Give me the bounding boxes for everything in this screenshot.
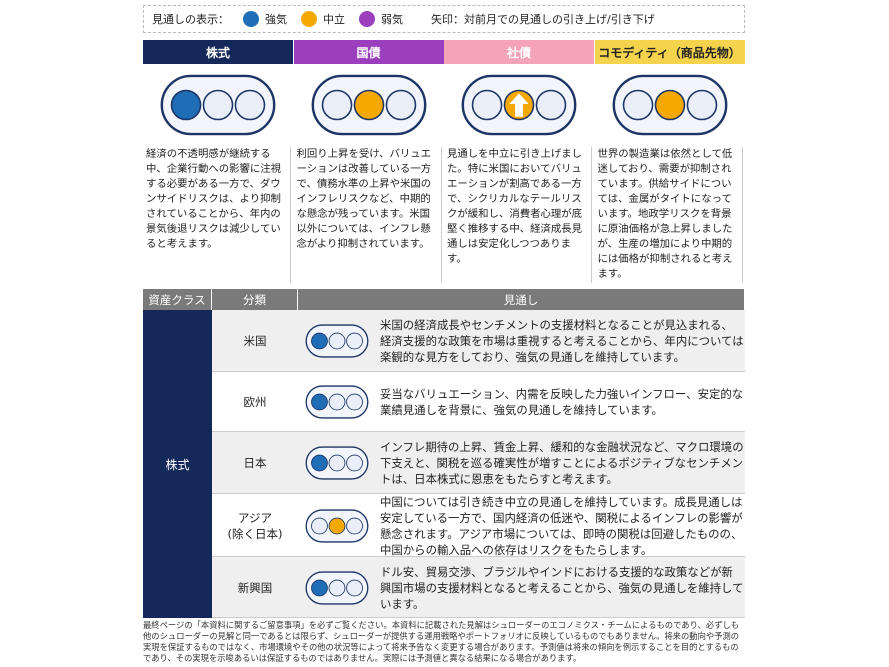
- signal-light: [622, 89, 653, 121]
- signal-light: [471, 89, 503, 121]
- signal-light: [328, 454, 346, 472]
- column-text: 見通しを中立に引き上げました。特に米国においてバリュエーションが割高である一方で…: [444, 147, 592, 283]
- table-header: 見通し: [298, 289, 745, 310]
- table-row: [212, 372, 745, 432]
- signal: [305, 446, 369, 480]
- signal-active: [311, 332, 328, 350]
- legend-dot: [359, 11, 375, 27]
- legend-dot: [243, 11, 259, 27]
- signal: [612, 74, 727, 136]
- legend-dot: [301, 11, 317, 27]
- region: 新興国: [237, 580, 273, 595]
- signal-light: [535, 89, 567, 121]
- signal-cell: [444, 65, 594, 145]
- region: 米国: [243, 334, 267, 348]
- column-text: 利回り上昇を受け、バリュエーションは改善している一方で、債務水準の上昇や米国のイ…: [294, 147, 442, 283]
- region: アジア (除く日本): [227, 510, 283, 541]
- outlook-text: 中国については引き続き中立の見通しを維持しています。成長見通しは安定している一方…: [380, 494, 743, 557]
- outlook-text: インフレ期待の上昇、賃金上昇、緩和的な金融状況など、マクロ環境の下支えと、関税を…: [380, 440, 744, 486]
- table-row: [212, 432, 745, 494]
- legend-text: 強気: [265, 13, 287, 26]
- column-header: 国債: [293, 40, 444, 64]
- signal-active: [654, 89, 685, 121]
- table-row: [212, 494, 745, 557]
- footer-note: 最終ページの「本資料に関するご留意事項」を必ずご覧ください。本資料に記載された見…: [143, 620, 740, 663]
- signal-active: [311, 579, 328, 596]
- column-header: 社債: [444, 40, 594, 64]
- signal-light: [328, 332, 346, 350]
- signal-active: [328, 517, 346, 534]
- legend-text: 中立: [323, 13, 345, 26]
- column-text: 経済の不透明感が継続する中、企業行動への影響に注視する必要がある一方で、ダウンサ…: [143, 147, 291, 283]
- signal-light: [346, 454, 363, 472]
- outlook-text: ドル安、貿易交渉、ブラジルやインドにおける支援的な政策などが新興国市場の支援材料…: [380, 564, 744, 611]
- column-header: コモディティ（商品先物）: [594, 40, 745, 64]
- signal-light: [328, 393, 346, 411]
- signal-active: [170, 89, 202, 121]
- signal-active: [311, 454, 328, 472]
- signal: [311, 74, 426, 136]
- signal: [305, 324, 369, 358]
- legend-text: 弱気: [381, 13, 403, 26]
- signal-cell: [298, 432, 376, 494]
- signal-cell: [143, 65, 293, 145]
- signal-light: [346, 332, 363, 350]
- signal-light: [311, 517, 328, 534]
- signal-light: [321, 89, 352, 121]
- signal: [461, 74, 577, 136]
- signal-light: [686, 89, 717, 121]
- signal-cell: [298, 310, 376, 372]
- signal: [305, 570, 369, 605]
- outlook-text: 米国の経済成長やセンチメントの支援材料となることが見込まれる、経済支援的な政策を…: [380, 318, 744, 364]
- legend-label: 見通しの表示：: [152, 13, 229, 26]
- signal-cell: [595, 65, 745, 145]
- table-row: [212, 557, 745, 618]
- signal-light: [202, 89, 234, 121]
- signal-light: [234, 89, 266, 121]
- signal-light: [328, 579, 346, 596]
- signal-light: [346, 517, 363, 534]
- column-header: 株式: [143, 40, 293, 64]
- region: 欧州: [243, 395, 267, 409]
- signal-light: [385, 89, 416, 121]
- signal-active: [311, 393, 328, 411]
- signal-light: [346, 579, 363, 596]
- outlook-text: 妥当なバリュエーション、内需を反映した力強いインフロー、安定的な業績見通しを背景…: [380, 387, 744, 417]
- signal-cell: [298, 372, 376, 432]
- arrow-note: 矢印：対前月での見通しの引き上げ/引き下げ: [431, 13, 655, 26]
- signal-arrow: [509, 93, 529, 117]
- signal-cell: [298, 494, 376, 557]
- signal: [160, 74, 276, 136]
- column-text: 世界の製造業は依然として低迷しており、需要が抑制されています。供給サイドについて…: [595, 147, 743, 283]
- signal: [305, 385, 369, 419]
- signal-light: [346, 393, 363, 411]
- signal-cell: [298, 557, 376, 618]
- signal: [305, 508, 369, 543]
- table-row: [212, 310, 745, 372]
- signal-active: [353, 89, 384, 121]
- asset-class: 株式: [143, 310, 212, 618]
- table-header: 分類: [212, 289, 298, 310]
- signal-cell: [294, 65, 444, 145]
- table-header: 資産クラス: [143, 289, 212, 310]
- legend: 見通しの表示： 強気 中立 弱気 矢印：対前月での見通しの引き上げ/引き下げ: [143, 5, 745, 33]
- region: 日本: [243, 456, 267, 470]
